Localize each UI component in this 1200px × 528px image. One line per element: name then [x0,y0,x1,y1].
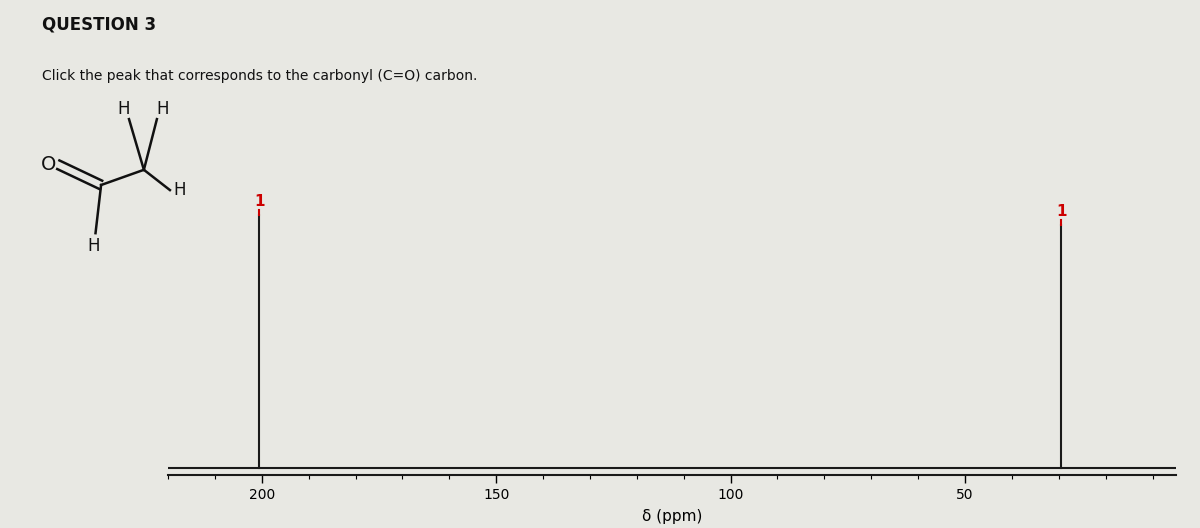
Text: Click the peak that corresponds to the carbonyl (C=O) carbon.: Click the peak that corresponds to the c… [42,69,478,83]
X-axis label: δ (ppm): δ (ppm) [642,510,702,524]
Text: H: H [118,100,130,118]
Text: QUESTION 3: QUESTION 3 [42,16,156,34]
Text: 1: 1 [254,194,265,209]
Text: H: H [88,237,100,255]
Text: H: H [156,100,169,118]
Text: O: O [41,155,56,174]
Text: H: H [173,181,186,199]
Text: 1: 1 [1056,204,1067,219]
